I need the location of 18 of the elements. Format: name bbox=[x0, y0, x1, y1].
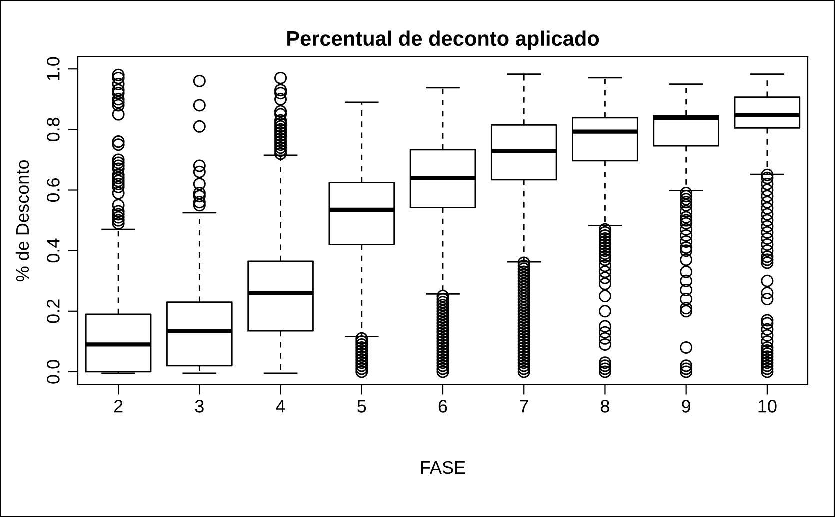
x-axis-title: FASE bbox=[421, 461, 466, 474]
y-tick-label: 0.2 bbox=[47, 300, 60, 324]
x-tick-label: 9 bbox=[682, 400, 690, 413]
y-tick-label: 0.6 bbox=[47, 178, 60, 202]
x-tick-label: 2 bbox=[114, 400, 123, 413]
y-tick-label: 0.8 bbox=[47, 118, 60, 142]
chart-title: Percentual de deconto aplicado bbox=[288, 30, 600, 50]
y-tick-label: 1.0 bbox=[47, 57, 60, 80]
y-axis-title: % de Desconto bbox=[16, 160, 30, 282]
x-tick-label: 6 bbox=[438, 400, 448, 413]
x-tick-label: 10 bbox=[758, 400, 777, 413]
y-tick-label: 0.4 bbox=[47, 238, 60, 263]
x-tick-label: 4 bbox=[276, 400, 286, 413]
y-tick-label: 0.0 bbox=[47, 360, 60, 384]
x-tick-label: 5 bbox=[358, 400, 366, 413]
x-tick-label: 8 bbox=[600, 400, 610, 413]
x-tick-label: 7 bbox=[520, 400, 528, 413]
x-tick-label: 3 bbox=[195, 400, 204, 413]
